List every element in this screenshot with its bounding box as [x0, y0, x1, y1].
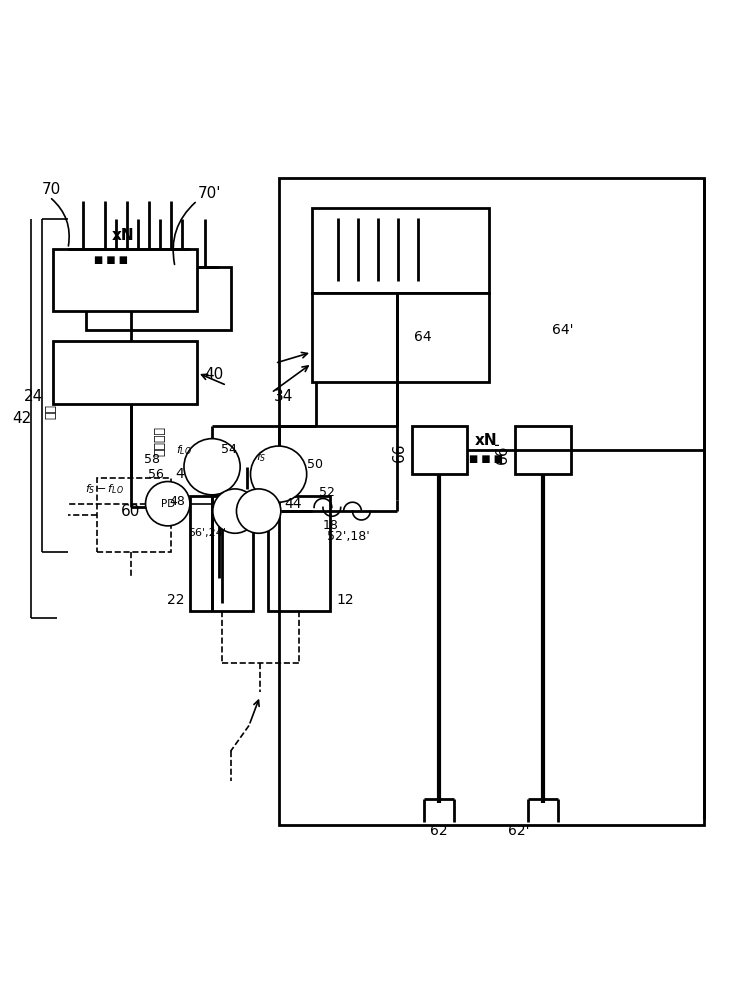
Circle shape: [213, 489, 257, 533]
Bar: [203, 456, 213, 478]
Text: ■ ■ ■: ■ ■ ■: [93, 255, 128, 265]
Text: 70: 70: [42, 182, 62, 197]
Text: 58: 58: [144, 453, 160, 466]
Text: 66': 66': [495, 440, 510, 464]
Text: 12: 12: [336, 593, 354, 607]
Bar: [412, 426, 467, 474]
Text: xN: xN: [474, 433, 497, 448]
Text: 50: 50: [306, 458, 323, 471]
Text: 62': 62': [508, 824, 530, 838]
Text: 64': 64': [552, 323, 574, 337]
Circle shape: [184, 439, 240, 495]
Text: 70': 70': [197, 186, 221, 201]
Text: 40: 40: [205, 367, 224, 382]
Bar: [227, 501, 236, 521]
Text: 64: 64: [414, 330, 432, 344]
Text: ■ ■ ■: ■ ■ ■: [469, 454, 502, 464]
Bar: [312, 293, 489, 382]
Circle shape: [251, 446, 306, 502]
Text: $f_S - f_{LO}$: $f_S - f_{LO}$: [85, 483, 125, 496]
Bar: [97, 478, 171, 552]
Text: PD: PD: [160, 499, 175, 509]
Text: 52: 52: [319, 486, 335, 499]
Bar: [190, 496, 253, 611]
Text: 18: 18: [323, 519, 339, 532]
Text: 22: 22: [167, 593, 185, 607]
Bar: [53, 341, 197, 404]
Bar: [53, 249, 197, 311]
Text: 56',24': 56',24': [188, 528, 226, 538]
Text: $f_{LO}$: $f_{LO}$: [176, 443, 192, 457]
Text: 42: 42: [13, 411, 32, 426]
Text: $f_S$: $f_S$: [256, 450, 267, 464]
Bar: [278, 178, 703, 825]
Bar: [251, 501, 260, 521]
Text: 本振: 本振: [45, 404, 57, 419]
Text: 34: 34: [274, 389, 293, 404]
Text: 52',18': 52',18': [326, 530, 370, 543]
Text: 24: 24: [24, 389, 43, 404]
Bar: [270, 463, 279, 485]
Text: 62: 62: [430, 824, 448, 838]
Text: 54: 54: [221, 443, 237, 456]
Circle shape: [237, 489, 280, 533]
Bar: [312, 208, 489, 293]
Text: 44: 44: [284, 497, 302, 511]
Text: 60: 60: [121, 504, 140, 519]
Text: 66: 66: [392, 442, 407, 462]
Circle shape: [145, 482, 190, 526]
Text: 光纤尾纤: 光纤尾纤: [154, 426, 167, 456]
Text: 46: 46: [175, 467, 193, 481]
Bar: [86, 267, 231, 330]
Text: 56: 56: [148, 468, 164, 481]
Text: xN: xN: [112, 228, 135, 243]
Bar: [268, 496, 330, 611]
Bar: [515, 426, 571, 474]
Text: 48: 48: [169, 495, 185, 508]
